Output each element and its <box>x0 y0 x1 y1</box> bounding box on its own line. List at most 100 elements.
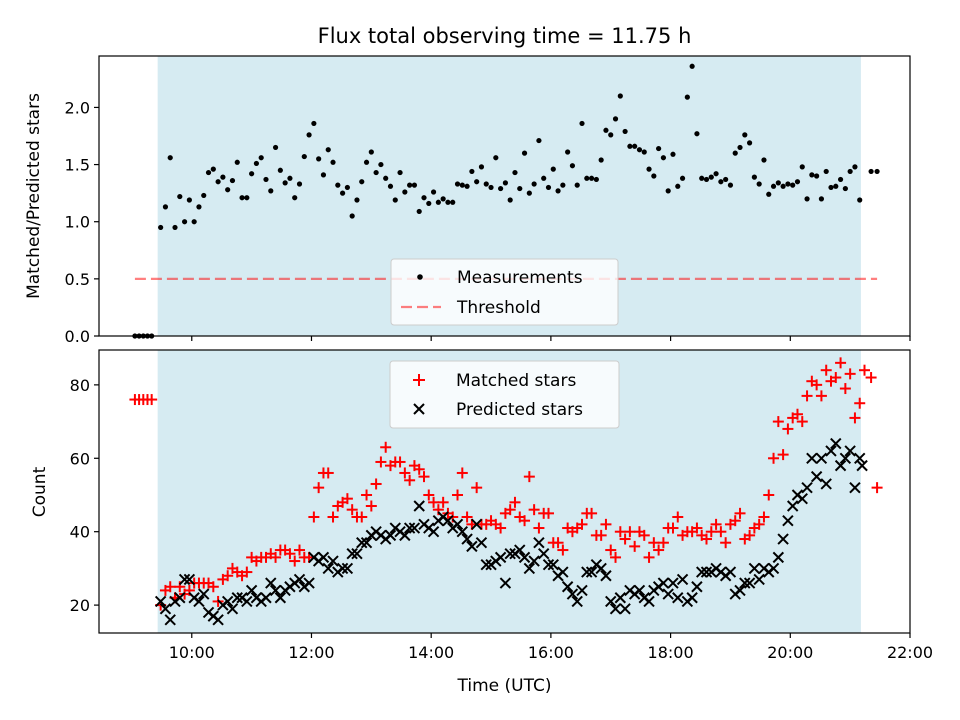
predicted-star-point <box>856 459 868 472</box>
bottom-panel: 20 40 60 80 10:00 12:00 14:00 16:00 18:00 20:00 2… <box>30 349 933 696</box>
predicted-star-point <box>672 592 684 604</box>
bottom-legend: Matched stars Predicted stars <box>389 360 620 429</box>
matched-star-point <box>576 518 588 530</box>
matched-star-point <box>428 496 440 508</box>
predicted-star-point <box>523 562 536 575</box>
bottom-y-ticks: 20 40 60 80 <box>70 376 99 615</box>
matched-star-point <box>456 467 468 479</box>
predicted-star-point <box>178 573 191 586</box>
measurement-point <box>311 120 317 127</box>
measurement-point <box>239 195 245 201</box>
measurement-point <box>339 190 346 196</box>
predicted-star-point <box>528 555 540 567</box>
predicted-star-point <box>547 559 559 571</box>
matched-star-point <box>715 526 727 538</box>
predicted-star-point <box>193 595 205 608</box>
predicted-star-point <box>303 577 315 589</box>
matched-star-point <box>519 515 531 527</box>
y-tick-label: 60 <box>70 449 90 468</box>
matched-star-point <box>801 390 813 402</box>
predicted-star-point <box>581 566 593 578</box>
predicted-star-point <box>384 529 397 542</box>
measurement-point <box>158 224 164 231</box>
measurement-point <box>837 176 844 183</box>
measurement-point <box>411 182 418 188</box>
matched-star-point <box>734 507 746 519</box>
matched-star-point <box>289 555 301 567</box>
bottom-legend-box <box>389 360 620 429</box>
predicted-star-point <box>475 536 488 549</box>
matched-star-point <box>710 518 722 530</box>
measurement-point <box>421 195 427 201</box>
measurement-point <box>335 182 341 188</box>
measurement-point <box>493 155 499 161</box>
matched-star-point <box>586 507 598 519</box>
predicted-star-point <box>557 566 569 578</box>
legend-predicted-label: Predicted stars <box>456 400 583 420</box>
matched-star-point <box>758 511 770 523</box>
predicted-star-point <box>451 518 464 531</box>
legend-matched-marker <box>413 374 425 386</box>
chart-title: Flux total observing time = 11.75 h <box>318 24 692 48</box>
measurement-point <box>818 196 825 202</box>
measurement-point <box>565 149 571 155</box>
predicted-star-point <box>504 548 516 560</box>
x-tick-label: 12:00 <box>288 643 334 662</box>
measurement-point <box>287 175 293 181</box>
predicted-star-point <box>403 522 416 534</box>
predicted-star-point <box>269 584 282 597</box>
y-tick-label: 0.5 <box>65 270 90 289</box>
matched-star-point <box>533 522 545 534</box>
measurement-point <box>684 94 690 100</box>
predicted-star-point <box>825 445 837 457</box>
predicted-star-point <box>221 595 234 608</box>
measurement-point <box>526 190 532 196</box>
predicted-star-point <box>514 544 526 556</box>
measurement-point <box>531 181 537 187</box>
measurement-point <box>320 172 327 178</box>
predicted-star-point <box>470 518 483 531</box>
matched-star-point <box>865 372 877 384</box>
matched-star-point <box>523 471 535 483</box>
x-tick-label: 22:00 <box>887 643 933 662</box>
matched-star-point <box>643 551 655 563</box>
predicted-star-point <box>322 562 334 575</box>
top-legend-box <box>390 258 619 326</box>
matched-star-point <box>657 537 669 549</box>
measurement-point <box>708 174 714 180</box>
top-x-ticks <box>191 336 911 341</box>
predicted-star-point <box>796 492 808 505</box>
predicted-star-point <box>614 592 627 604</box>
predicted-star-point <box>753 573 765 586</box>
matched-star-point <box>399 467 411 479</box>
measurement-point <box>746 140 753 146</box>
measurement-point <box>770 183 777 189</box>
predicted-star-point <box>657 577 670 589</box>
predicted-star-point <box>767 562 780 575</box>
measurement-point <box>478 164 485 170</box>
predicted-star-point <box>212 614 224 626</box>
matched-star-point <box>346 504 358 516</box>
measurement-point <box>316 156 322 162</box>
predicted-star-point <box>676 573 689 586</box>
measurement-point <box>383 175 389 181</box>
measurement-point <box>593 176 599 183</box>
predicted-star-point <box>164 614 176 626</box>
measurement-point <box>694 131 700 137</box>
measurement-point <box>804 196 810 202</box>
predicted-star-point <box>154 595 167 608</box>
predicted-star-point <box>777 533 789 545</box>
predicted-star-point <box>499 577 512 589</box>
measurement-point <box>584 175 590 181</box>
predicted-star-point <box>854 452 866 464</box>
predicted-star-point <box>533 536 545 549</box>
matched-star-point <box>595 529 607 541</box>
matched-star-point <box>782 423 794 435</box>
bottom-y-axis-label: Count <box>30 466 50 517</box>
matched-star-point <box>648 537 660 549</box>
matched-star-point <box>619 533 631 545</box>
measurement-point <box>181 219 188 225</box>
measurement-point <box>852 164 858 170</box>
measurement-point <box>651 173 657 179</box>
measurement-point <box>407 182 413 188</box>
